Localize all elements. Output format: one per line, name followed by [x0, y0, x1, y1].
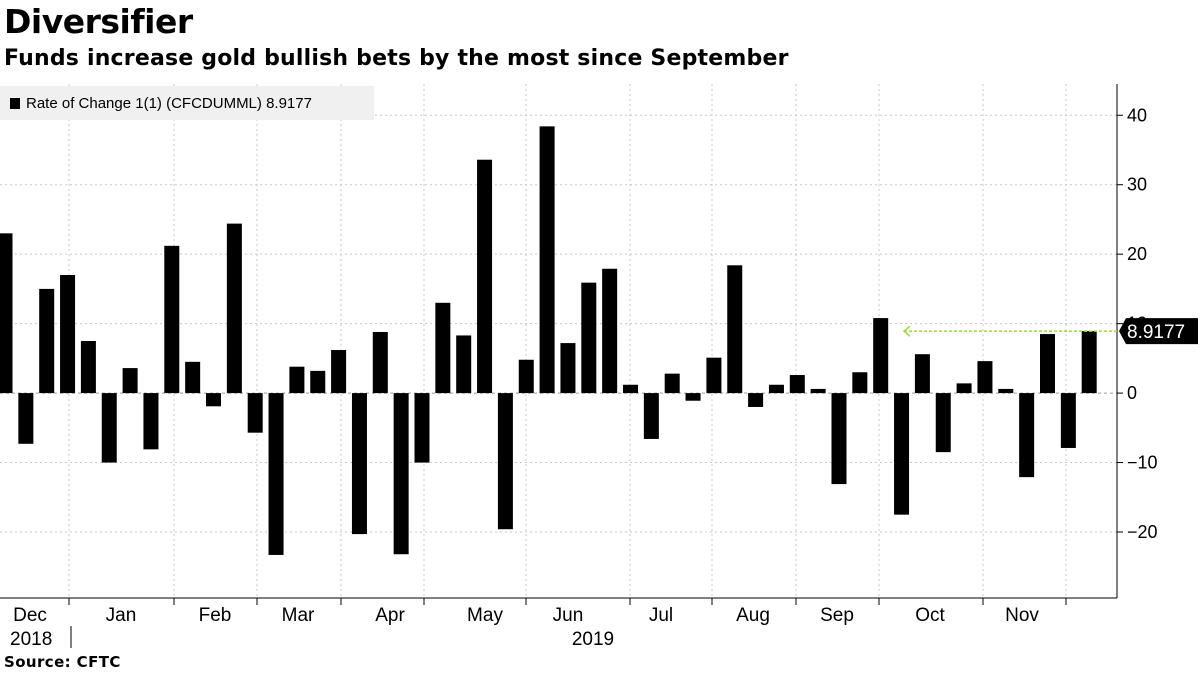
bar: [80, 341, 96, 394]
bar: [497, 393, 513, 530]
x-month-label: Mar: [282, 605, 315, 626]
bar: [0, 233, 13, 394]
bar: [852, 372, 868, 394]
bar: [60, 275, 76, 394]
bar: [101, 393, 117, 463]
bar: [372, 331, 388, 394]
bar: [623, 384, 638, 394]
last-value-label: 8.9177: [1127, 322, 1185, 343]
y-tick-label: −10: [1127, 453, 1158, 473]
legend: Rate of Change 1(1) (CFCDUMML) 8.9177: [0, 86, 374, 120]
bar: [435, 302, 451, 394]
bar: [581, 282, 597, 394]
bar: [247, 393, 263, 433]
y-tick-label: 30: [1127, 175, 1147, 195]
last-value-marker: 8.9177: [902, 318, 1198, 345]
bar: [456, 335, 472, 394]
bar: [643, 393, 659, 439]
bar: [206, 393, 221, 407]
x-month-label: Feb: [199, 605, 232, 626]
x-month-label: Jul: [649, 605, 673, 626]
chart-title: Diversifier: [4, 2, 193, 41]
x-month-label: May: [467, 605, 503, 626]
bar: [414, 393, 430, 463]
x-year-label: 2019: [572, 629, 614, 650]
bar: [977, 361, 993, 394]
bar: [477, 159, 493, 394]
bar: [789, 375, 805, 394]
x-month-label: Jun: [553, 605, 584, 626]
source-note: Source: CFTC: [4, 653, 121, 671]
bar: [518, 359, 534, 394]
bar: [268, 393, 284, 555]
y-tick-label: 40: [1127, 105, 1147, 125]
x-month-label: Apr: [375, 605, 405, 626]
x-year-label: 2018: [10, 629, 52, 650]
bar: [873, 318, 889, 394]
bar: [1060, 393, 1076, 448]
bar: [748, 393, 764, 407]
last-value-tag: [1119, 318, 1198, 345]
bar: [539, 126, 555, 394]
bar: [664, 373, 680, 394]
x-month-label: Nov: [1005, 605, 1039, 626]
axis-layer: 403020100−10−20DecJanFebMarAprMayJunJulA…: [0, 84, 1158, 650]
bar: [18, 393, 34, 444]
bar: [685, 393, 701, 401]
legend-series-name: Rate of Change 1(1) (CFCDUMML): [26, 94, 262, 112]
bar: [1081, 331, 1097, 394]
x-month-label: Dec: [13, 605, 47, 626]
bar: [122, 368, 138, 394]
x-month-label: Aug: [736, 605, 770, 626]
x-month-label: Sep: [820, 605, 854, 626]
bar: [1019, 393, 1035, 478]
bar: [956, 383, 972, 394]
chart-subtitle: Funds increase gold bullish bets by the …: [4, 46, 789, 71]
bar: [39, 288, 55, 394]
bar: [226, 223, 242, 394]
bar: [602, 268, 618, 394]
legend-last-value: 8.9177: [266, 94, 312, 112]
bar-layer: [0, 126, 1097, 555]
legend-swatch: [10, 97, 20, 109]
y-tick-label: −20: [1127, 522, 1158, 542]
bar: [310, 370, 326, 394]
y-tick-label: 20: [1127, 244, 1147, 264]
x-month-label: Oct: [915, 605, 945, 626]
bar: [810, 388, 826, 394]
bar: [331, 350, 347, 394]
bar: [914, 354, 930, 394]
bar: [1040, 334, 1055, 394]
bar: [998, 388, 1014, 394]
y-tick-label: 0: [1127, 383, 1137, 403]
bar: [185, 361, 201, 394]
bar: [351, 393, 367, 535]
bar: [831, 393, 847, 485]
x-month-label: Jan: [106, 605, 137, 626]
bar: [143, 393, 159, 450]
bar: [894, 393, 910, 515]
legend-text: Rate of Change 1(1) (CFCDUMML) 8.9177: [26, 95, 312, 112]
bar: [560, 343, 576, 394]
bar: [164, 245, 180, 394]
bar: [706, 357, 722, 394]
last-value-arrow: [902, 325, 911, 337]
bar: [289, 366, 305, 394]
bar: [935, 393, 951, 453]
bar: [727, 265, 743, 394]
bar: [768, 384, 784, 394]
bar: [393, 393, 409, 555]
